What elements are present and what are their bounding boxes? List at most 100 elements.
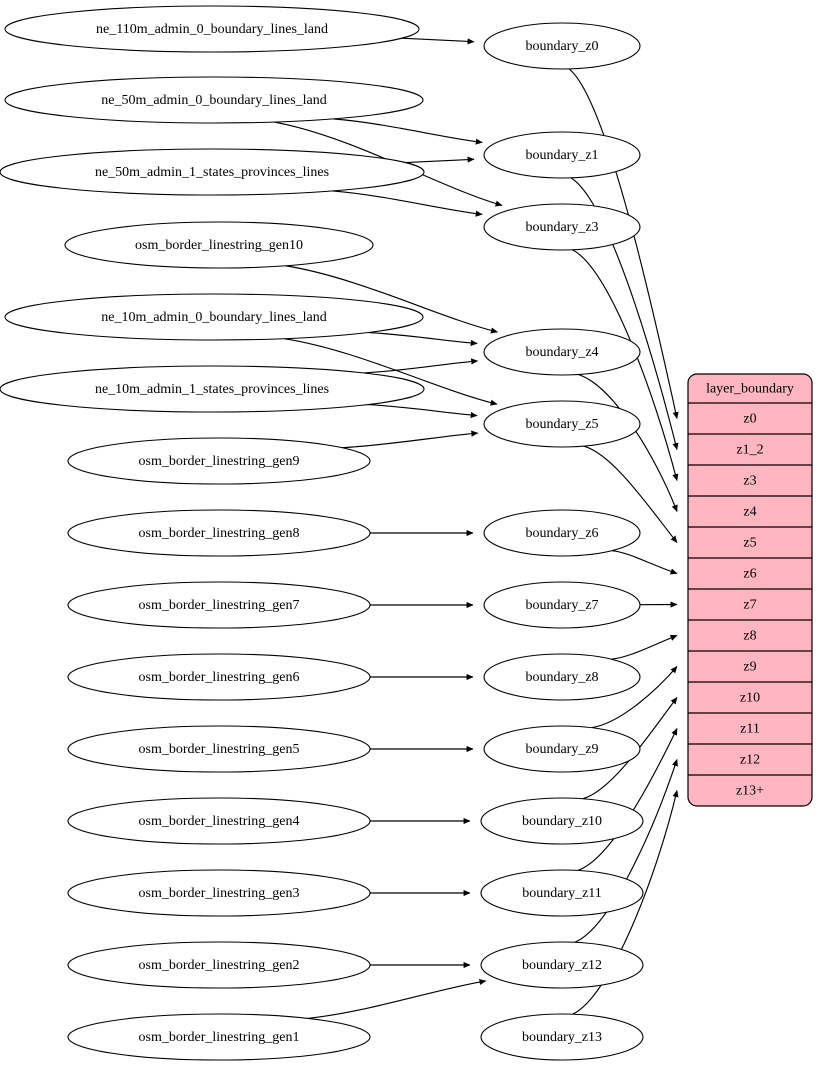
source-node-osm_border_linestring_gen6[interactable]: osm_border_linestring_gen6 bbox=[67, 653, 371, 701]
source-node-osm_border_linestring_gen9[interactable]: osm_border_linestring_gen9 bbox=[67, 437, 371, 485]
table-row-label: z5 bbox=[743, 536, 756, 551]
node-label: osm_border_linestring_gen7 bbox=[139, 598, 300, 613]
source-node-osm_border_linestring_gen3[interactable]: osm_border_linestring_gen3 bbox=[67, 869, 371, 917]
node-ellipse bbox=[480, 869, 644, 917]
boundary-node-boundary_z13[interactable]: boundary_z13 bbox=[480, 1013, 644, 1061]
table-header-label: layer_boundary bbox=[706, 382, 794, 397]
layer-boundary-table[interactable]: layer_boundary z0 z1_2 z3 z4 z5 z6 z7 z8 z9 z10 z11… bbox=[687, 373, 813, 807]
table-row[interactable]: z12 bbox=[688, 744, 812, 775]
table-row-label: z3 bbox=[743, 474, 756, 489]
edge-ne_10m_admin_1_states_provinces_lines-to-boundary_z4 bbox=[363, 358, 479, 374]
edge-osm_border_linestring_gen9-to-boundary_z5 bbox=[342, 430, 479, 449]
source-node-osm_border_linestring_gen1[interactable]: osm_border_linestring_gen1 bbox=[67, 1013, 371, 1061]
node-label: boundary_z6 bbox=[525, 526, 598, 541]
boundary-node-boundary_z1[interactable]: boundary_z1 bbox=[483, 131, 641, 179]
source-node-osm_border_linestring_gen2[interactable]: osm_border_linestring_gen2 bbox=[67, 941, 371, 989]
table-row[interactable]: z3 bbox=[688, 465, 812, 496]
source-node-osm_border_linestring_gen7[interactable]: osm_border_linestring_gen7 bbox=[67, 581, 371, 629]
table-row[interactable]: z7 bbox=[688, 589, 812, 620]
edge-boundary_z1-to-layer_boundary-z1_2 bbox=[570, 177, 679, 451]
table-row[interactable]: z4 bbox=[688, 496, 812, 527]
node-label: boundary_z11 bbox=[522, 886, 602, 901]
node-label: boundary_z9 bbox=[525, 742, 598, 757]
table-row-label: z0 bbox=[743, 412, 756, 427]
table-row[interactable]: z6 bbox=[688, 558, 812, 589]
table-row[interactable]: z0 bbox=[688, 403, 812, 434]
node-ellipse bbox=[483, 203, 641, 251]
node-label: boundary_z8 bbox=[525, 670, 598, 685]
node-label: boundary_z13 bbox=[522, 1030, 602, 1045]
node-label: ne_10m_admin_1_states_provinces_lines bbox=[95, 382, 329, 397]
source-node-osm_border_linestring_gen5[interactable]: osm_border_linestring_gen5 bbox=[67, 725, 371, 773]
node-ellipse bbox=[483, 22, 641, 70]
edges-layer bbox=[274, 37, 679, 1019]
table-row-label: z9 bbox=[743, 660, 756, 675]
node-ellipse bbox=[67, 725, 371, 773]
node-ellipse bbox=[67, 437, 371, 485]
source-node-ne_50m_admin_1_states_provinces_lines[interactable]: ne_50m_admin_1_states_provinces_lines bbox=[0, 148, 425, 196]
node-ellipse bbox=[483, 725, 641, 773]
node-label: osm_border_linestring_gen1 bbox=[139, 1030, 300, 1045]
node-ellipse bbox=[4, 5, 420, 53]
node-ellipse bbox=[67, 941, 371, 989]
table-row[interactable]: z10 bbox=[688, 682, 812, 713]
node-label: boundary_z12 bbox=[522, 958, 602, 973]
edge-ne_10m_admin_1_states_provinces_lines-to-boundary_z5 bbox=[367, 404, 478, 419]
node-ellipse bbox=[483, 653, 641, 701]
boundary-node-boundary_z0[interactable]: boundary_z0 bbox=[483, 22, 641, 70]
table-row[interactable]: z13+ bbox=[688, 775, 812, 806]
table-row[interactable]: z11 bbox=[688, 713, 812, 744]
edge-boundary_z0-to-layer_boundary-z0 bbox=[568, 68, 679, 420]
source-node-ne_10m_admin_0_boundary_lines_land[interactable]: ne_10m_admin_0_boundary_lines_land bbox=[4, 293, 424, 341]
boundary-node-boundary_z7[interactable]: boundary_z7 bbox=[483, 581, 641, 629]
table-row[interactable]: z1_2 bbox=[688, 434, 812, 465]
table-row-label: z10 bbox=[740, 691, 760, 706]
boundary-node-boundary_z11[interactable]: boundary_z11 bbox=[480, 869, 644, 917]
table-row[interactable]: z9 bbox=[688, 651, 812, 682]
node-ellipse bbox=[483, 328, 641, 376]
source-node-ne_110m_admin_0_boundary_lines_land[interactable]: ne_110m_admin_0_boundary_lines_land bbox=[4, 5, 420, 53]
source-node-osm_border_linestring_gen10[interactable]: osm_border_linestring_gen10 bbox=[64, 221, 374, 269]
table-row[interactable]: z8 bbox=[688, 620, 812, 651]
node-label: osm_border_linestring_gen6 bbox=[139, 670, 300, 685]
boundary-node-boundary_z6[interactable]: boundary_z6 bbox=[483, 509, 641, 557]
node-ellipse bbox=[4, 76, 424, 124]
node-ellipse bbox=[67, 869, 371, 917]
boundary-node-boundary_z8[interactable]: boundary_z8 bbox=[483, 653, 641, 701]
boundary-node-boundary_z12[interactable]: boundary_z12 bbox=[480, 941, 644, 989]
boundary-node-boundary_z9[interactable]: boundary_z9 bbox=[483, 725, 641, 773]
table-row-label: z11 bbox=[740, 722, 760, 737]
node-label: osm_border_linestring_gen2 bbox=[139, 958, 300, 973]
table-row-label: z4 bbox=[743, 505, 756, 520]
node-label: boundary_z10 bbox=[522, 814, 602, 829]
source-node-osm_border_linestring_gen4[interactable]: osm_border_linestring_gen4 bbox=[67, 797, 371, 845]
node-label: ne_50m_admin_0_boundary_lines_land bbox=[101, 93, 327, 108]
table-layer: layer_boundary z0 z1_2 z3 z4 z5 z6 z7 z8 z9 z10 z11… bbox=[687, 373, 813, 807]
node-ellipse bbox=[4, 293, 424, 341]
table-body bbox=[687, 373, 813, 807]
node-label: osm_border_linestring_gen9 bbox=[139, 454, 300, 469]
edge-boundary_z6-to-layer_boundary-z6 bbox=[612, 550, 678, 575]
boundary-node-boundary_z5[interactable]: boundary_z5 bbox=[483, 400, 641, 448]
node-ellipse bbox=[64, 221, 374, 269]
node-ellipse bbox=[67, 581, 371, 629]
edge-ne_50m_admin_0_boundary_lines_land-to-boundary_z1 bbox=[333, 118, 483, 145]
boundary-node-boundary_z3[interactable]: boundary_z3 bbox=[483, 203, 641, 251]
table-row-label: z12 bbox=[740, 753, 760, 768]
table-row-label: z13+ bbox=[736, 784, 764, 799]
boundary-node-boundary_z10[interactable]: boundary_z10 bbox=[480, 797, 644, 845]
node-label: ne_110m_admin_0_boundary_lines_land bbox=[96, 22, 328, 37]
node-ellipse bbox=[480, 1013, 644, 1061]
source-node-ne_10m_admin_1_states_provinces_lines[interactable]: ne_10m_admin_1_states_provinces_lines bbox=[0, 365, 425, 413]
edge-boundary_z8-to-layer_boundary-z8 bbox=[611, 634, 678, 660]
node-label: osm_border_linestring_gen8 bbox=[139, 526, 300, 541]
source-node-osm_border_linestring_gen8[interactable]: osm_border_linestring_gen8 bbox=[67, 509, 371, 557]
node-label: osm_border_linestring_gen5 bbox=[139, 742, 300, 757]
table-row[interactable]: z5 bbox=[688, 527, 812, 558]
boundary-node-boundary_z4[interactable]: boundary_z4 bbox=[483, 328, 641, 376]
node-label: osm_border_linestring_gen10 bbox=[135, 238, 303, 253]
node-label: boundary_z4 bbox=[525, 345, 598, 360]
edge-ne_110m_admin_0_boundary_lines_land-to-boundary_z0 bbox=[401, 37, 475, 45]
source-node-ne_50m_admin_0_boundary_lines_land[interactable]: ne_50m_admin_0_boundary_lines_land bbox=[4, 76, 424, 124]
